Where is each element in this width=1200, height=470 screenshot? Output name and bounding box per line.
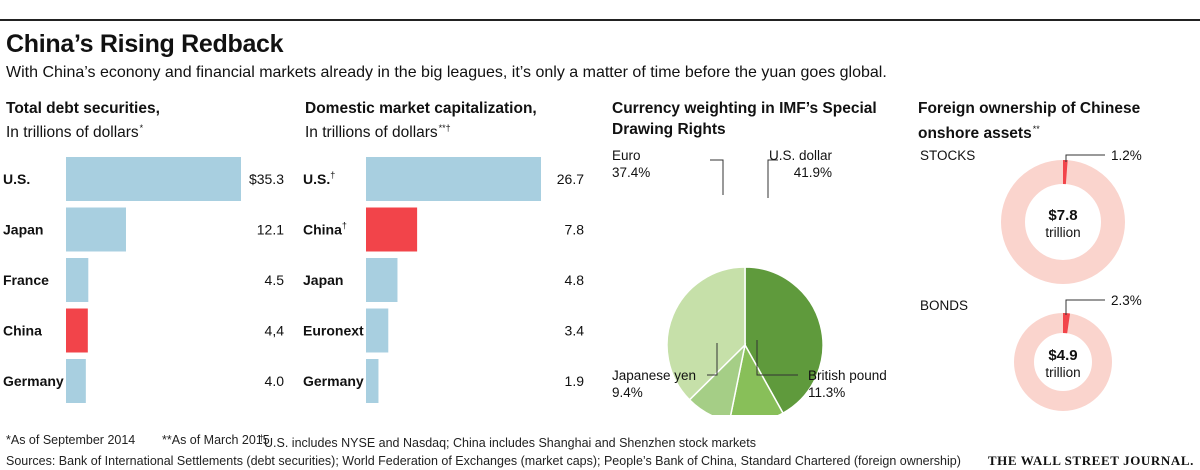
market-cap-bar [366, 207, 418, 252]
debt-value-label: 12.1 [257, 222, 284, 238]
donut-leader-line [1065, 299, 1105, 315]
market-cap-category-label: Euronext [303, 323, 364, 339]
pie-slice-value: 37.4% [612, 165, 650, 180]
pie-slice-name: U.S. dollar [769, 148, 833, 163]
pie-slice-value: 9.4% [612, 385, 643, 400]
debt-chart-title: Total debt securities, [6, 100, 160, 117]
pie-title-line-1: Currency weighting in IMF’s Special [612, 100, 877, 117]
debt-securities-chart: U.S. $35.3 Japan 12.1 France 4.5 China 4,4 Germa… [3, 157, 285, 403]
debt-category-label: France [3, 272, 49, 288]
donut-category-label: BONDS [920, 298, 968, 313]
ownership-chart-title: Foreign ownership of Chinese onshore ass… [918, 98, 1140, 144]
market-cap-bar [366, 258, 398, 302]
pie-chart-title: Currency weighting in IMF’s Special Draw… [612, 98, 877, 140]
debt-value-label: 4.0 [265, 373, 285, 389]
market-cap-category-label: Japan [303, 272, 343, 288]
debt-category-label: Japan [3, 222, 43, 238]
pie-slice [744, 266, 824, 415]
debt-category-label: U.S. [3, 171, 30, 187]
pie-leader-line [707, 343, 718, 376]
market-cap-bar [366, 308, 389, 353]
donut-leader-line [1065, 154, 1105, 162]
market-cap-chart-title: Domestic market capitalization, [305, 100, 537, 117]
top-rule [0, 19, 1200, 21]
pie-slice-value: 41.9% [794, 165, 832, 180]
page-subtitle: With China’s econony and financial marke… [6, 64, 887, 81]
pie-slice-name: British pound [808, 368, 887, 383]
donut-total-value: $4.9 [1048, 347, 1077, 364]
debt-bar [66, 157, 241, 201]
market-cap-value-label: 1.9 [565, 373, 585, 389]
debt-value-label: $35.3 [249, 171, 284, 187]
pie-leader-line [756, 340, 798, 376]
debt-value-label: 4.5 [265, 272, 285, 288]
ownership-title-line-1: Foreign ownership of Chinese [918, 100, 1141, 117]
pie-slice [666, 266, 746, 401]
sources-note: Sources: Bank of International Settlemen… [6, 454, 961, 468]
footnote-september: *As of September 2014 [6, 433, 136, 447]
debt-bar [66, 258, 89, 302]
donut-total-unit: trillion [1045, 365, 1080, 380]
market-cap-chart-unit: In trillions of dollars**† [305, 123, 451, 141]
donut-total-value: $7.8 [1048, 207, 1077, 224]
market-cap-value-label: 4.8 [565, 272, 585, 288]
pie-slice [729, 342, 785, 415]
donut-category-label: STOCKS [920, 148, 975, 163]
debt-bar [66, 359, 86, 403]
pie-leader-line [767, 159, 778, 198]
footnote-march: **As of March 2015 [162, 433, 270, 447]
debt-category-label: Germany [3, 373, 64, 389]
donut-share-label: 1.2% [1111, 148, 1142, 163]
market-cap-value-label: 7.8 [565, 222, 585, 238]
pie-slice-name: Euro [612, 148, 641, 163]
debt-bar [66, 308, 88, 353]
page-title: China’s Rising Redback [6, 30, 284, 58]
donut-share-label: 2.3% [1111, 293, 1142, 308]
debt-bar [66, 207, 126, 252]
market-cap-bar [366, 157, 541, 201]
market-cap-category-label: U.S.† [303, 170, 335, 187]
debt-chart-unit: In trillions of dollars* [6, 123, 144, 141]
debt-value-label: 4,4 [265, 323, 285, 339]
market-cap-value-label: 3.4 [565, 323, 585, 339]
wsj-logo: THE WALL STREET JOURNAL. [987, 453, 1194, 468]
footnote-markets: †U.S. includes NYSE and Nasdaq; China in… [259, 433, 756, 450]
pie-slice-value: 11.3% [808, 385, 845, 400]
sdr-pie-chart: U.S. dollar 41.9% British pound 11.3% Japane… [612, 148, 887, 415]
market-cap-category-label: Germany [303, 373, 364, 389]
ownership-donut-chart: 1.2%STOCKS$7.8trillion2.3%BONDS$4.9trill… [920, 148, 1142, 411]
market-cap-value-label: 26.7 [557, 171, 584, 187]
market-cap-category-label: China† [303, 221, 347, 238]
market-cap-chart: U.S.† 26.7 China† 7.8 Japan 4.8 Euronext 3.4 Ger… [303, 157, 585, 403]
pie-slice-name: Japanese yen [612, 368, 696, 383]
ownership-title-line-2: onshore assets** [918, 124, 1040, 142]
donut-total-unit: trillion [1045, 225, 1080, 240]
market-cap-bar [366, 359, 379, 403]
debt-category-label: China [3, 323, 42, 339]
pie-title-line-2: Drawing Rights [612, 121, 726, 138]
pie-leader-line [710, 159, 724, 195]
